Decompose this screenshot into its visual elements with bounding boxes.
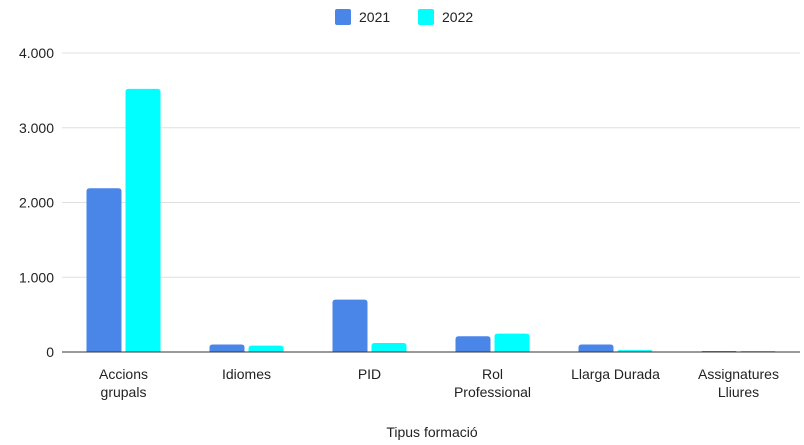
- x-tick-label-line: grupals: [101, 384, 147, 400]
- gridlines: [62, 52, 800, 278]
- legend-label: 2021: [359, 9, 390, 25]
- bar-2021: [86, 188, 122, 352]
- legend: 2021 2022: [335, 9, 473, 25]
- x-axis: Accions grupals Idiomes PID Rol Professional L…: [62, 351, 800, 400]
- y-tick-label: 0: [46, 344, 54, 360]
- legend-swatch-2022: [418, 9, 434, 25]
- x-tick-label-line: Llarga Durada: [571, 366, 660, 382]
- bar-2021: [578, 344, 614, 352]
- y-tick-label: 4.000: [19, 45, 54, 61]
- bar-2021: [455, 336, 491, 352]
- x-tick-label: Llarga Durada: [571, 366, 660, 382]
- x-tick-label: Accions grupals: [99, 366, 148, 400]
- y-tick-label: 1.000: [19, 269, 54, 285]
- x-tick-label: Rol Professional: [454, 366, 531, 400]
- x-tick-label-line: Lliures: [718, 384, 759, 400]
- bar-2021: [332, 299, 368, 352]
- legend-swatch-2021: [335, 9, 351, 25]
- bars: [86, 88, 776, 352]
- legend-label: 2022: [442, 9, 473, 25]
- bar-2022: [248, 345, 284, 352]
- y-tick-label: 2.000: [19, 195, 54, 211]
- x-tick-label: Assignatures Lliures: [698, 366, 779, 400]
- x-tick-label: Idiomes: [222, 366, 271, 382]
- bar-2022: [371, 343, 407, 352]
- x-tick-label-line: Professional: [454, 384, 531, 400]
- bar-2021: [209, 344, 245, 352]
- x-tick-label-line: Assignatures: [698, 366, 779, 382]
- x-tick-label-line: Rol: [482, 366, 503, 382]
- x-tick-label-line: Idiomes: [222, 366, 271, 382]
- bar-2022: [125, 88, 161, 352]
- x-tick-label-line: PID: [358, 366, 381, 382]
- bar-2022: [494, 333, 530, 352]
- y-axis: 0 1.000 2.000 3.000 4.000: [19, 45, 54, 360]
- x-tick-label: PID: [358, 366, 381, 382]
- x-tick-label-line: Accions: [99, 366, 148, 382]
- x-axis-title: Tipus formació: [386, 424, 478, 440]
- y-tick-label: 3.000: [19, 120, 54, 136]
